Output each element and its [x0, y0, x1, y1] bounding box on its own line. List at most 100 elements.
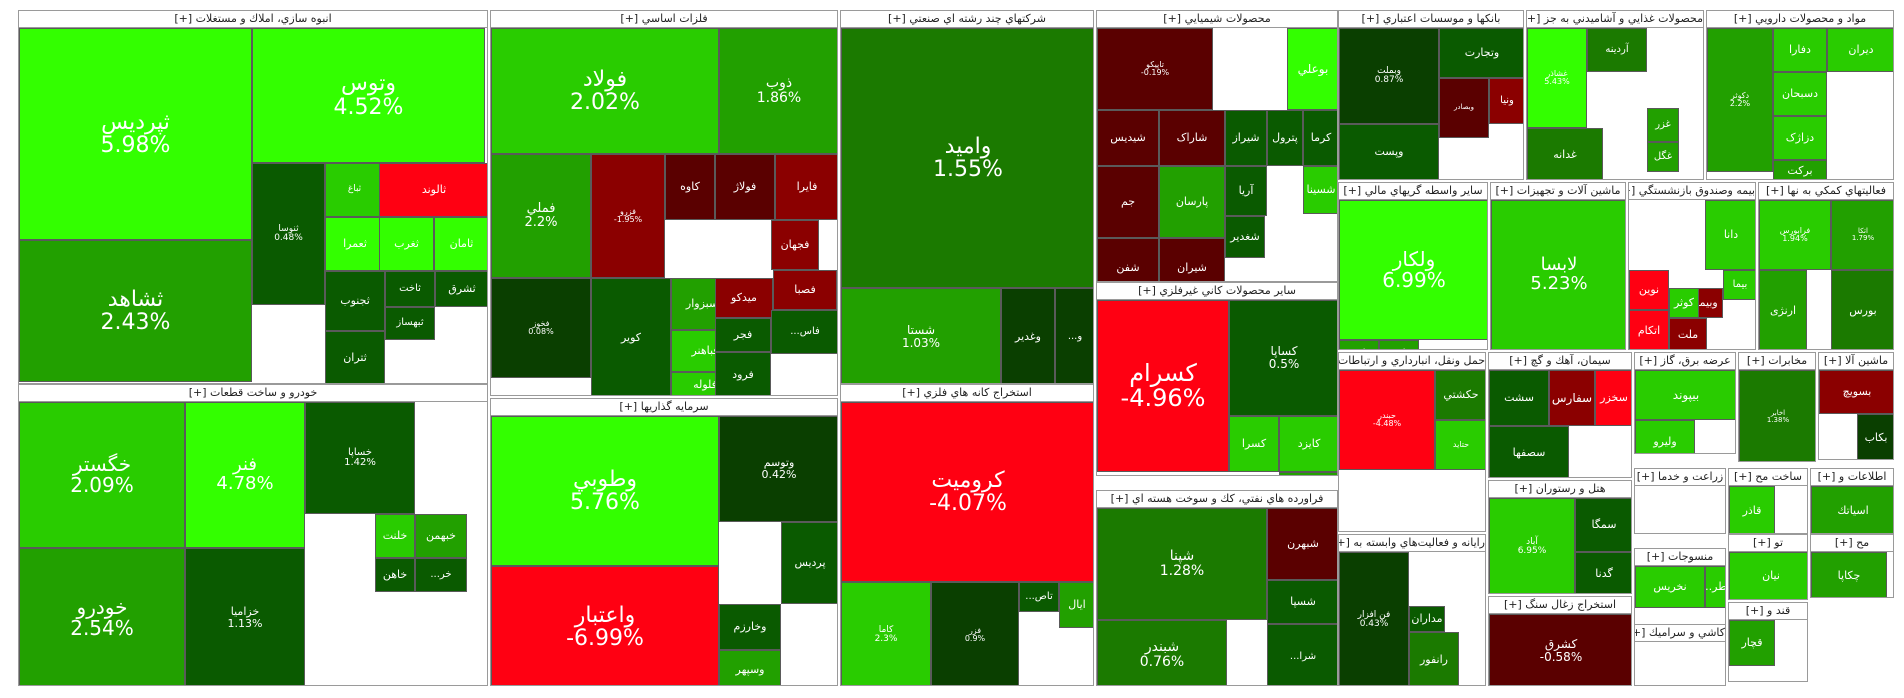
stock-tile[interactable]: سشت [1489, 370, 1549, 426]
stock-tile[interactable]: ملت [1669, 318, 1707, 349]
stock-tile[interactable]: کویر [591, 278, 671, 395]
stock-tile[interactable]: رانفور [1409, 632, 1459, 685]
stock-tile[interactable]: کسرا [1229, 416, 1279, 472]
stock-tile[interactable]: شرا... [1267, 624, 1337, 685]
stock-tile[interactable]: خزامیا 1.13% [185, 548, 305, 685]
sector-title[interactable]: بيمه وصندوق بازنشستگي [+] [1629, 183, 1755, 200]
stock-tile[interactable]: غدانه [1527, 128, 1603, 179]
stock-tile[interactable]: وبملت 0.87% [1339, 28, 1439, 124]
sector-title[interactable]: ساير محصولات كاني غيرفلزي [+] [1097, 283, 1337, 300]
stock-tile[interactable]: خگستر 2.09% [19, 402, 185, 548]
sector-title[interactable]: خودرو و ساخت قطعات [+] [19, 385, 487, 402]
stock-tile[interactable]: ثامان [434, 217, 487, 271]
sector-title[interactable]: استخراج كانه هاي فلزي [+] [841, 385, 1093, 402]
sector-title[interactable]: مخابرات [+] [1739, 353, 1815, 370]
stock-tile[interactable]: ثالوند [379, 163, 487, 217]
sector-title[interactable]: ساخت مح [+] [1729, 469, 1807, 486]
stock-tile[interactable]: نخريس [1635, 566, 1705, 608]
stock-tile[interactable]: پرديس [781, 522, 837, 604]
stock-tile[interactable]: خر... [415, 558, 467, 592]
stock-tile[interactable]: وسپهر [719, 650, 781, 685]
sector-title[interactable]: رايانه و فعاليت‌هاي وابسته به [+] [1339, 535, 1485, 552]
sector-title[interactable]: منسوجات [+] [1635, 549, 1725, 566]
stock-tile[interactable]: بورس [1831, 270, 1893, 349]
stock-tile[interactable]: شيديس [1097, 110, 1159, 166]
stock-tile[interactable]: فنر 4.78% [185, 402, 305, 548]
sector-title[interactable]: ماشين آلات و تجهيزات [+] [1491, 183, 1625, 200]
sector-title[interactable]: ساير واسطه گريهاي مالي [+] [1339, 183, 1487, 200]
stock-tile[interactable]: حتاید [1435, 420, 1485, 470]
stock-tile[interactable]: برکت [1773, 160, 1827, 179]
stock-tile[interactable]: بيما [1723, 270, 1755, 300]
stock-tile[interactable]: وتوس 4.52% [252, 28, 485, 163]
stock-tile[interactable]: ثشاهد 2.43% [19, 240, 252, 382]
stock-tile[interactable]: اتکا 1.79% [1831, 200, 1893, 270]
stock-tile[interactable]: نیان [1729, 552, 1807, 599]
sector-title[interactable]: قند و [+] [1729, 603, 1807, 620]
stock-tile[interactable]: دكوثر 2.2% [1707, 28, 1773, 172]
stock-tile[interactable]: شاراک [1159, 110, 1225, 166]
stock-tile[interactable]: خودرو 2.54% [19, 548, 185, 685]
stock-tile[interactable]: غگل [1647, 142, 1679, 172]
stock-tile[interactable]: ول... [1339, 340, 1379, 349]
stock-tile[interactable]: حکشتي [1435, 370, 1485, 420]
stock-tile[interactable]: كرما [1303, 110, 1337, 166]
stock-tile[interactable]: ثشرق [435, 271, 487, 307]
stock-tile[interactable]: ثتران [325, 331, 385, 383]
stock-tile[interactable]: ثنوسا 0.48% [252, 163, 325, 305]
stock-tile[interactable]: ثاخت [385, 271, 435, 307]
stock-tile[interactable]: كسرام -4.96% [1097, 300, 1229, 472]
sector-title[interactable]: ماشين آلا [+] [1819, 353, 1893, 370]
stock-tile[interactable]: فزرو -1.95% [591, 154, 665, 278]
stock-tile[interactable]: سصفها [1489, 426, 1569, 477]
stock-tile[interactable]: و... [1055, 288, 1093, 383]
stock-tile[interactable]: واعتبار -6.99% [491, 566, 719, 685]
stock-tile[interactable]: فرود [715, 352, 771, 395]
stock-tile[interactable]: اسیاتك [1811, 486, 1893, 533]
stock-tile[interactable]: كشرق -0.58% [1489, 614, 1631, 685]
stock-tile[interactable]: شيران [1159, 238, 1225, 281]
stock-tile[interactable]: شفن [1097, 238, 1159, 281]
stock-tile[interactable]: دسبحان [1773, 72, 1827, 116]
stock-tile[interactable]: ول... [1379, 340, 1419, 349]
stock-tile[interactable]: خلنت [375, 514, 415, 558]
stock-tile[interactable]: فولاد 2.02% [491, 28, 719, 154]
sector-title[interactable]: فعاليتهاي كمكي به نها [+] [1759, 183, 1893, 200]
stock-tile[interactable]: کاوه [665, 154, 715, 220]
stock-tile[interactable]: كروميت -4.07% [841, 402, 1093, 582]
stock-tile[interactable]: دزاژک [1773, 116, 1827, 160]
stock-tile[interactable]: وليرو [1635, 420, 1695, 453]
stock-tile[interactable]: حبندر -4.48% [1339, 370, 1435, 470]
stock-tile[interactable]: غشاذر 5.43% [1527, 28, 1587, 128]
stock-tile[interactable]: خساپا 1.42% [305, 402, 415, 514]
stock-tile[interactable]: بسويچ [1819, 370, 1893, 414]
stock-tile[interactable]: جم [1097, 166, 1159, 238]
stock-tile[interactable]: شسينا [1303, 166, 1337, 214]
sector-title[interactable]: زراعت و خدما [+] [1635, 469, 1725, 486]
stock-tile[interactable]: کساپا 0.5% [1229, 300, 1337, 416]
stock-tile[interactable]: فاس... [771, 310, 837, 354]
stock-tile[interactable]: قاذر [1729, 486, 1775, 533]
stock-tile[interactable]: فزر 0.9% [931, 582, 1019, 685]
stock-tile[interactable]: تاص... [1019, 582, 1059, 612]
stock-tile[interactable]: آردینه [1587, 28, 1647, 72]
stock-tile[interactable]: وخارزم [719, 604, 781, 650]
stock-tile[interactable]: خاهن [375, 558, 415, 592]
stock-tile[interactable]: لابسا 5.23% [1491, 200, 1625, 349]
stock-tile[interactable]: غزر [1647, 108, 1679, 142]
stock-tile[interactable]: شبهرن [1267, 508, 1337, 580]
sector-title[interactable]: سرمايه گذاريها [+] [491, 399, 837, 416]
stock-tile[interactable]: فرابورس 1.94% [1759, 200, 1831, 270]
sector-title[interactable]: مح [+] [1811, 535, 1893, 552]
stock-tile[interactable]: شغدير [1225, 216, 1265, 258]
stock-tile[interactable]: كوثر [1669, 288, 1699, 318]
stock-tile[interactable]: سمگا [1575, 498, 1631, 552]
stock-tile[interactable]: وتجارت [1439, 28, 1523, 78]
stock-tile[interactable]: سفارس [1549, 370, 1595, 426]
stock-tile[interactable]: خبهمن [415, 514, 467, 558]
stock-tile[interactable]: بكاب [1857, 414, 1893, 459]
sector-title[interactable]: محصولات غذايي و آشاميدني به جز [+] [1527, 11, 1703, 28]
stock-tile[interactable]: ميدكو [715, 278, 773, 318]
stock-tile[interactable]: کمرجان [1279, 472, 1337, 475]
stock-tile[interactable]: فايرا [775, 154, 837, 220]
